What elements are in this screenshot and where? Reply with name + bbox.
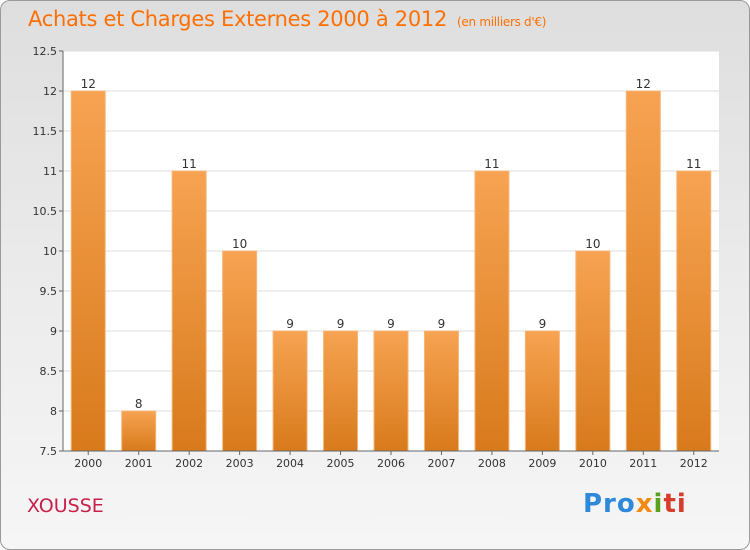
data-label-2001: 8 — [135, 397, 143, 411]
y-tick-label: 9.5 — [40, 285, 58, 298]
y-tick-label: 8.5 — [40, 365, 58, 378]
data-label-2009: 9 — [539, 317, 547, 331]
x-tick-label-2002: 2002 — [175, 457, 203, 470]
bar-2009 — [524, 330, 560, 452]
bar-2008 — [474, 170, 510, 452]
bar-2006 — [373, 330, 409, 452]
y-tick-label: 10 — [43, 245, 57, 258]
data-label-2002: 11 — [182, 157, 197, 171]
bar-2000 — [70, 90, 106, 452]
x-tick-label-2003: 2003 — [226, 457, 254, 470]
x-tick-label-2007: 2007 — [427, 457, 455, 470]
x-tick-label-2004: 2004 — [276, 457, 304, 470]
data-label-2003: 10 — [232, 237, 247, 251]
chart-title: Achats et Charges Externes 2000 à 2012 (e… — [28, 7, 546, 31]
y-tick-label: 7.5 — [40, 445, 58, 458]
x-tick-label-2000: 2000 — [74, 457, 102, 470]
y-tick-label: 10.5 — [33, 205, 58, 218]
x-tick-label-2001: 2001 — [125, 457, 153, 470]
bar-2005 — [323, 330, 359, 452]
chart-title-text: Achats et Charges Externes 2000 à 2012 — [28, 7, 448, 31]
bar-2010 — [575, 250, 611, 452]
data-label-2007: 9 — [438, 317, 446, 331]
y-tick-label: 11 — [43, 165, 57, 178]
data-label-2008: 11 — [484, 157, 499, 171]
y-tick-label: 12.5 — [33, 45, 58, 58]
data-label-2006: 9 — [387, 317, 395, 331]
data-label-2010: 10 — [585, 237, 600, 251]
bar-2003 — [222, 250, 258, 452]
x-tick-label-2010: 2010 — [579, 457, 607, 470]
data-label-2004: 9 — [286, 317, 294, 331]
town-name: XOUSSE — [27, 495, 104, 517]
data-label-2011: 12 — [636, 77, 651, 91]
x-tick-label-2009: 2009 — [528, 457, 556, 470]
y-tick-label: 8 — [50, 405, 57, 418]
bar-2011 — [625, 90, 661, 452]
chart-unit: (en milliers d'€) — [457, 15, 547, 29]
x-tick-label-2008: 2008 — [478, 457, 506, 470]
x-tick-label-2006: 2006 — [377, 457, 405, 470]
x-tick-label-2012: 2012 — [680, 457, 708, 470]
y-tick-label: 11.5 — [33, 125, 58, 138]
data-label-2005: 9 — [337, 317, 345, 331]
bar-2001 — [121, 410, 157, 452]
data-label-2000: 12 — [81, 77, 96, 91]
y-tick-label: 12 — [43, 85, 57, 98]
bar-2007 — [423, 330, 459, 452]
data-label-2012: 11 — [686, 157, 701, 171]
x-tick-label-2005: 2005 — [327, 457, 355, 470]
proxiti-logo: Proxiti — [583, 489, 687, 519]
bar-2012 — [676, 170, 712, 452]
bar-2004 — [272, 330, 308, 452]
y-tick-label: 9 — [50, 325, 57, 338]
x-tick-label-2011: 2011 — [629, 457, 657, 470]
bar-2002 — [171, 170, 207, 452]
